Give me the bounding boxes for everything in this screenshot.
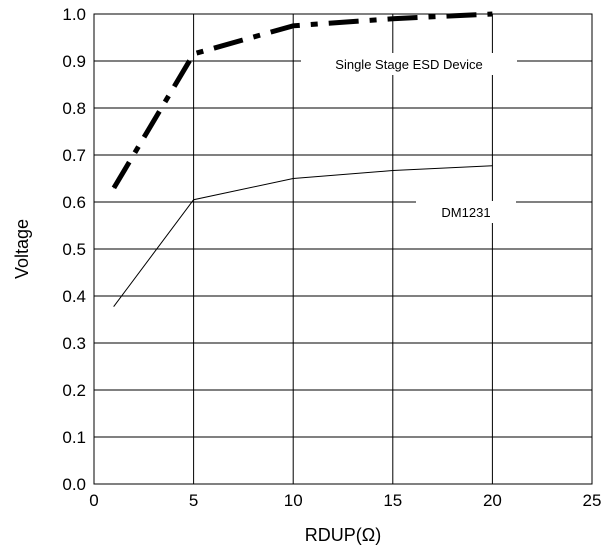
x-tick-label: 5: [189, 491, 198, 510]
y-tick-label: 0.0: [62, 475, 86, 494]
annotation-background: [301, 53, 517, 75]
annotation-label: DM1231: [441, 205, 490, 220]
data-point: [292, 178, 294, 179]
y-tick-label: 0.3: [62, 334, 86, 353]
y-tick-label: 0.4: [62, 287, 86, 306]
y-tick-label: 0.1: [62, 428, 86, 447]
y-tick-label: 0.7: [62, 146, 86, 165]
annotation-label: Single Stage ESD Device: [335, 57, 482, 72]
data-point: [392, 170, 394, 172]
data-point: [113, 305, 115, 307]
x-tick-label: 0: [89, 491, 98, 510]
data-point: [292, 25, 294, 27]
plot-frame: [93, 13, 593, 485]
x-tick-label: 15: [383, 491, 402, 510]
data-point: [491, 13, 493, 15]
data-point: [392, 18, 394, 20]
series-group: [111, 11, 493, 307]
y-tick-label: 0.6: [62, 193, 86, 212]
x-axis-title: RDUP(Ω): [305, 525, 381, 545]
y-tick-label: 0.9: [62, 52, 86, 71]
annotations: Single Stage ESD Device DM1231: [301, 53, 517, 223]
y-tick-label: 0.8: [62, 99, 86, 118]
y-tick-label: 0.2: [62, 381, 86, 400]
data-point: [193, 53, 195, 55]
data-point: [491, 165, 493, 167]
tick-labels: 0.0 0.1 0.2 0.3 0.4 0.5 0.6 0.7 0.8 0.9 1.0 0 5 10 15 2…: [62, 5, 601, 510]
y-tick-label: 1.0: [62, 5, 86, 24]
annotation-background: [416, 201, 516, 223]
y-tick-label: 0.5: [62, 240, 86, 259]
x-tick-label: 10: [284, 491, 303, 510]
data-point: [113, 187, 115, 189]
y-axis-title: Voltage: [12, 219, 32, 279]
data-point: [193, 199, 195, 201]
x-tick-label: 20: [483, 491, 502, 510]
x-tick-label: 25: [583, 491, 602, 510]
